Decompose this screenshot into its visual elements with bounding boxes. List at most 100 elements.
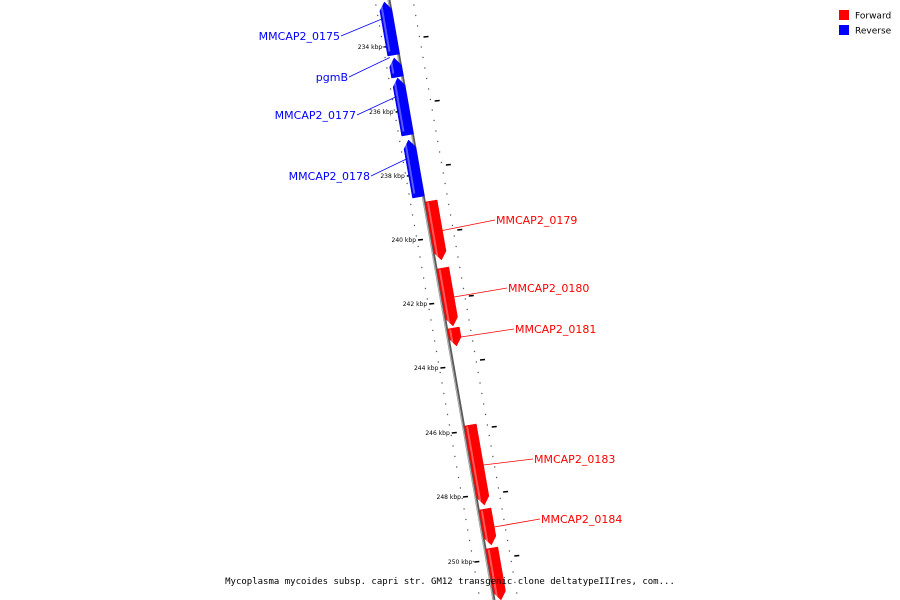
gene-arrow-mmcap2-0181[interactable] <box>447 326 462 347</box>
tick-dot <box>456 466 458 468</box>
tick-dot <box>393 109 395 111</box>
tick-dot <box>433 340 436 342</box>
gene-arrow-highlight <box>487 549 498 597</box>
tick-dot <box>490 445 492 447</box>
tick-dot <box>429 98 432 101</box>
tick-dot <box>399 140 401 143</box>
gene-label-mmcap2-0177[interactable]: MMCAP2_0177 <box>275 109 356 122</box>
scale-tick <box>474 560 480 563</box>
tick-dot <box>462 287 465 290</box>
tick-dot <box>421 266 423 269</box>
gene-label-mmcap2-0179[interactable]: MMCAP2_0179 <box>496 214 577 227</box>
scale-ticks: 234 kbp 236 kbp 238 kbp 240 kbp 242 kbp 244 k… <box>358 35 520 566</box>
tick-dot <box>377 14 379 17</box>
tick-dot <box>478 592 480 594</box>
gene-arrow-highlight <box>380 3 391 52</box>
tick-dot <box>459 266 461 269</box>
tick-dot <box>428 308 430 311</box>
gene-features: MMCAP2_0175 pgmB MMCAP2_0177 MMCAP2_0178 MMC… <box>259 1 622 600</box>
scale-tick-label: 250 kbp <box>448 559 473 566</box>
tick-dot <box>473 350 476 353</box>
tick-dot <box>451 224 454 227</box>
gene-arrow-partial[interactable] <box>485 546 506 600</box>
tick-dot <box>391 98 394 101</box>
tick-dot <box>494 466 496 468</box>
tick-dot <box>457 256 459 258</box>
gene-leader-line <box>356 96 397 116</box>
scale-tick <box>429 302 435 305</box>
tick-dot <box>488 434 490 437</box>
tick-dot <box>375 4 377 6</box>
tick-dot <box>422 56 424 59</box>
legend-swatch-reverse <box>839 25 849 35</box>
gene-leader-line <box>340 18 384 37</box>
tick-dot <box>476 581 478 584</box>
gene-arrow-highlight <box>404 141 416 194</box>
tick-dot <box>439 371 441 374</box>
gene-arrow-mmcap2-0177[interactable] <box>392 77 414 137</box>
tick-dot <box>443 392 445 395</box>
gene-label-mmcap2-0180[interactable]: MMCAP2_0180 <box>508 282 589 295</box>
tick-dot <box>505 529 507 531</box>
gene-arrow-mmcap2-0175[interactable] <box>379 1 400 57</box>
tick-dot <box>433 119 435 122</box>
tick-dot <box>386 67 388 69</box>
scale-tick-label: 236 kbp <box>369 109 394 116</box>
gene-arrow-mmcap2-0179[interactable] <box>424 199 447 261</box>
tick-dot <box>426 77 428 80</box>
scale-tick <box>445 163 451 166</box>
tick-dot <box>455 245 457 248</box>
scale-tick <box>514 554 520 557</box>
gene-label-mmcap2-0181[interactable]: MMCAP2_0181 <box>515 323 596 336</box>
tick-dot <box>448 424 451 426</box>
gene-arrow-highlight <box>438 269 450 323</box>
scale-tick <box>423 35 429 38</box>
gene-leader-line <box>370 158 408 177</box>
gene-arrow-mmcap2-0178[interactable] <box>403 139 425 199</box>
tick-dot <box>470 329 472 332</box>
tick-dot <box>435 130 437 132</box>
tick-dot <box>424 287 427 290</box>
tick-dot <box>445 403 447 405</box>
tick-dot <box>418 35 421 38</box>
tick-dot <box>468 319 470 321</box>
tick-dot <box>446 413 449 416</box>
gene-label-pgmb[interactable]: pgmB <box>316 71 348 84</box>
tick-dot <box>477 371 479 374</box>
gene-label-mmcap2-0184[interactable]: MMCAP2_0184 <box>541 513 622 526</box>
tick-dot <box>495 476 498 479</box>
tick-dot <box>479 382 481 384</box>
gene-label-mmcap2-0175[interactable]: MMCAP2_0175 <box>259 30 340 43</box>
gene-label-mmcap2-0178[interactable]: MMCAP2_0178 <box>289 170 370 183</box>
tick-dot <box>516 592 518 594</box>
tick-dot <box>426 298 429 300</box>
scale-tick <box>451 431 457 434</box>
tick-dot <box>388 77 390 80</box>
gene-arrow-highlight <box>426 202 439 257</box>
tick-dot <box>404 172 406 174</box>
tick-dot <box>408 193 410 195</box>
tick-dot <box>415 235 417 237</box>
scale-tick <box>468 294 474 297</box>
scale-tick <box>479 358 486 361</box>
tick-dot <box>510 560 512 563</box>
gene-label-mmcap2-0183[interactable]: MMCAP2_0183 <box>534 453 615 466</box>
tick-dot <box>472 560 474 563</box>
tick-dot <box>420 46 422 48</box>
tick-dot <box>437 140 439 143</box>
tick-dot <box>506 539 509 542</box>
tick-dot <box>450 434 452 437</box>
tick-dot <box>475 361 478 363</box>
tick-dot <box>413 4 415 6</box>
legend-label-forward: Forward <box>855 12 891 22</box>
tick-dot <box>446 193 448 195</box>
gene-arrow-pgmb[interactable] <box>389 57 404 79</box>
scale-tick-label: 246 kbp <box>425 430 450 437</box>
tick-dot <box>508 550 511 552</box>
tick-dot <box>431 109 433 111</box>
tick-dot <box>466 308 468 311</box>
tick-dot <box>503 518 505 521</box>
gene-arrow-mmcap2-0184[interactable] <box>478 507 497 546</box>
gene-arrow-mmcap2-0183[interactable] <box>464 423 490 506</box>
gene-arrow-mmcap2-0180[interactable] <box>436 266 458 327</box>
